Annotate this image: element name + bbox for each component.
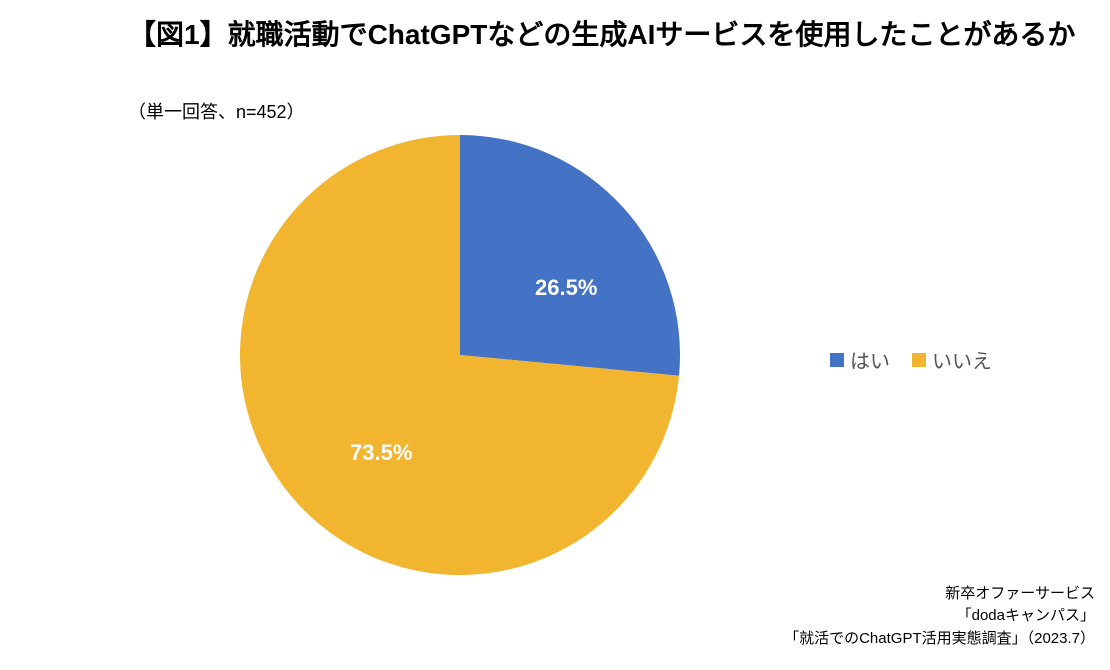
legend-label-yes: はい [850, 345, 890, 374]
legend: はい いいえ [830, 345, 992, 374]
source-attribution: 新卒オファーサービス 「dodaキャンパス」 「就活でのChatGPT活用実態調… [784, 583, 1095, 651]
source-line-1: 新卒オファーサービス [784, 583, 1095, 606]
chart-subtitle: （単一回答、n=452） [128, 98, 305, 124]
source-line-3: 「就活でのChatGPT活用実態調査」（2023.7） [784, 628, 1095, 651]
legend-marker-yes [830, 353, 844, 367]
source-line-2: 「dodaキャンパス」 [784, 605, 1095, 628]
slice-label-yes: 26.5% [535, 275, 597, 301]
pie-svg [240, 135, 680, 575]
chart-title: 【図1】就職活動でChatGPTなどの生成AIサービスを使用したことがあるか [128, 15, 1075, 54]
legend-label-no: いいえ [932, 345, 992, 374]
slice-label-no: 73.5% [350, 440, 412, 466]
legend-marker-no [912, 353, 926, 367]
legend-item-no: いいえ [912, 345, 992, 374]
legend-item-yes: はい [830, 345, 890, 374]
pie-slice [460, 135, 680, 376]
pie-chart: 26.5% 73.5% [240, 135, 680, 575]
